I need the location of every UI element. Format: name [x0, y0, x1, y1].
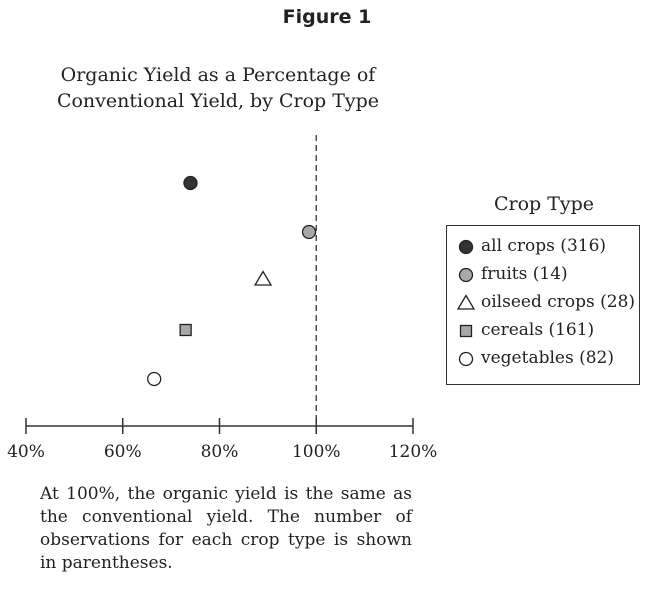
legend-title: Crop Type	[493, 193, 595, 215]
legend: all crops (316) fruits (14) oilseed crops …	[446, 225, 640, 385]
data-point-oilseed-crops	[253, 270, 273, 286]
figure-label: Figure 1	[282, 6, 372, 28]
legend-marker	[458, 239, 474, 255]
legend-label: fruits (14)	[481, 264, 568, 284]
legend-marker-icon	[457, 294, 475, 310]
data-point-cereals	[179, 323, 192, 337]
chart-title-line-2: Conventional Yield, by Crop Type	[56, 90, 380, 112]
legend-marker	[459, 324, 473, 338]
legend-marker	[458, 267, 474, 283]
x-tick-label: 100%	[292, 442, 341, 462]
legend-marker	[458, 351, 474, 367]
scatter-plot: 40% 60% 80% 100% 120%	[7, 135, 438, 462]
x-tick-label: 80%	[201, 442, 239, 462]
x-tick-label: 60%	[104, 442, 142, 462]
legend-marker-icon	[458, 239, 474, 255]
legend-label: vegetables (82)	[481, 348, 614, 368]
data-point-all-crops	[183, 175, 198, 191]
chart-title: Organic Yield as a Percentage of Convent…	[20, 62, 416, 114]
legend-item: cereals (161)	[457, 316, 639, 344]
legend-label: cereals (161)	[481, 320, 595, 340]
legend-item: all crops (316)	[457, 232, 639, 260]
x-tick-label: 40%	[7, 442, 45, 462]
legend-item: oilseed crops (28)	[457, 288, 639, 316]
data-point-vegetables	[147, 371, 162, 387]
legend-label: oilseed crops (28)	[481, 292, 636, 312]
legend-item: fruits (14)	[457, 260, 639, 288]
x-tick-label: 120%	[389, 442, 438, 462]
legend-marker-icon	[459, 324, 473, 338]
legend-label: all crops (316)	[481, 236, 607, 256]
chart-title-line-1: Organic Yield as a Percentage of	[60, 64, 376, 86]
legend-item: vegetables (82)	[457, 344, 639, 372]
legend-marker-icon	[458, 267, 474, 283]
legend-marker-icon	[458, 351, 474, 367]
data-point-fruits	[301, 224, 317, 240]
legend-marker	[457, 294, 475, 310]
caption: At 100%, the organic yield is the same a…	[40, 484, 412, 573]
